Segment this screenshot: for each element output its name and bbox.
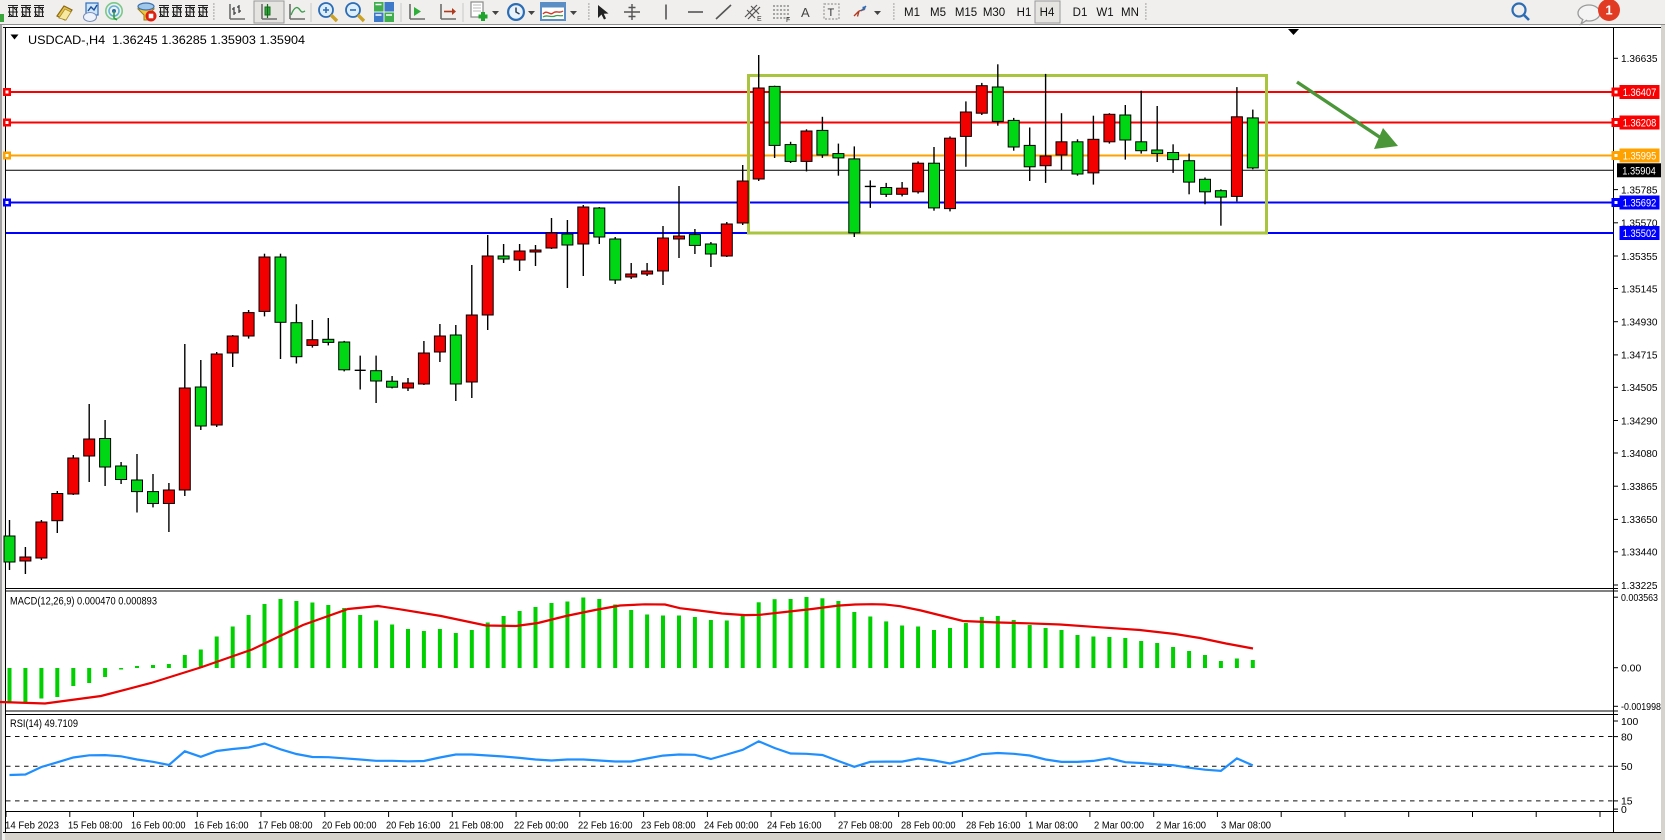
svg-text:1.34080: 1.34080 bbox=[1621, 449, 1658, 460]
svg-text:16 Feb 00:00: 16 Feb 00:00 bbox=[131, 821, 186, 832]
svg-text:1.35502: 1.35502 bbox=[1623, 228, 1657, 240]
svg-text:F: F bbox=[786, 17, 790, 24]
svg-text:100: 100 bbox=[1621, 717, 1639, 728]
svg-text:1.35785: 1.35785 bbox=[1621, 185, 1658, 196]
svg-text:1.35995: 1.35995 bbox=[1623, 151, 1657, 163]
svg-text:15 Feb 08:00: 15 Feb 08:00 bbox=[68, 821, 123, 832]
svg-text:80: 80 bbox=[1621, 732, 1633, 743]
svg-text:MACD(12,26,9) 0.000470 0.00089: MACD(12,26,9) 0.000470 0.000893 bbox=[10, 596, 157, 608]
svg-text:15: 15 bbox=[1621, 797, 1633, 808]
svg-text:1.34930: 1.34930 bbox=[1621, 318, 1658, 329]
svg-text:28 Feb 16:00: 28 Feb 16:00 bbox=[966, 821, 1021, 832]
svg-text:1.34715: 1.34715 bbox=[1621, 351, 1658, 362]
svg-text:22 Feb 16:00: 22 Feb 16:00 bbox=[578, 821, 633, 832]
svg-text:M30: M30 bbox=[983, 7, 1005, 19]
svg-text:1.34505: 1.34505 bbox=[1621, 383, 1658, 394]
svg-text:0.003563: 0.003563 bbox=[1621, 593, 1658, 604]
svg-text:50: 50 bbox=[1621, 762, 1633, 773]
svg-text:RSI(14) 49.7109: RSI(14) 49.7109 bbox=[10, 718, 78, 730]
svg-text:1.36208: 1.36208 bbox=[1623, 118, 1657, 130]
svg-text:-0.001998: -0.001998 bbox=[1621, 702, 1661, 713]
svg-text:17 Feb 08:00: 17 Feb 08:00 bbox=[258, 821, 313, 832]
svg-text:H1: H1 bbox=[1017, 7, 1032, 19]
svg-text:3 Mar 08:00: 3 Mar 08:00 bbox=[1221, 821, 1271, 832]
svg-text:1.36635: 1.36635 bbox=[1621, 54, 1658, 65]
svg-text:20 Feb 16:00: 20 Feb 16:00 bbox=[386, 821, 441, 832]
svg-text:1.33650: 1.33650 bbox=[1621, 515, 1658, 526]
svg-text:1.35355: 1.35355 bbox=[1621, 252, 1658, 263]
svg-text:M1: M1 bbox=[904, 7, 920, 19]
svg-text:28 Feb 00:00: 28 Feb 00:00 bbox=[901, 821, 956, 832]
svg-text:1.35570: 1.35570 bbox=[1621, 219, 1658, 230]
svg-text:M5: M5 bbox=[930, 7, 946, 19]
svg-text:16 Feb 16:00: 16 Feb 16:00 bbox=[194, 821, 249, 832]
svg-text:27 Feb 08:00: 27 Feb 08:00 bbox=[838, 821, 893, 832]
svg-text:22 Feb 00:00: 22 Feb 00:00 bbox=[514, 821, 569, 832]
svg-text:1.33225: 1.33225 bbox=[1621, 581, 1658, 592]
svg-text:2 Mar 16:00: 2 Mar 16:00 bbox=[1156, 821, 1206, 832]
svg-text:1: 1 bbox=[1605, 3, 1612, 18]
svg-text:W1: W1 bbox=[1096, 7, 1113, 19]
svg-text:1.35904: 1.35904 bbox=[1622, 165, 1656, 177]
svg-text:21 Feb 08:00: 21 Feb 08:00 bbox=[449, 821, 504, 832]
svg-text:24 Feb 16:00: 24 Feb 16:00 bbox=[767, 821, 822, 832]
svg-text:MN: MN bbox=[1121, 7, 1139, 19]
svg-text:USDCAD-,H4 1.36245 1.36285 1.: USDCAD-,H4 1.36245 1.36285 1.35903 1.359… bbox=[28, 33, 305, 47]
svg-text:1.36407: 1.36407 bbox=[1623, 87, 1657, 99]
svg-text:D1: D1 bbox=[1073, 7, 1088, 19]
svg-text:24 Feb 00:00: 24 Feb 00:00 bbox=[704, 821, 759, 832]
svg-text:E: E bbox=[757, 16, 762, 23]
svg-text:1.33865: 1.33865 bbox=[1621, 482, 1658, 493]
svg-text:23 Feb 08:00: 23 Feb 08:00 bbox=[641, 821, 696, 832]
svg-text:H4: H4 bbox=[1040, 7, 1055, 19]
svg-text:0: 0 bbox=[1621, 805, 1627, 816]
svg-text:0.00: 0.00 bbox=[1621, 664, 1641, 675]
svg-text:1.33440: 1.33440 bbox=[1621, 548, 1658, 559]
svg-text:A: A bbox=[801, 5, 810, 20]
svg-text:T: T bbox=[828, 7, 835, 19]
svg-text:14 Feb 2023: 14 Feb 2023 bbox=[5, 821, 59, 832]
svg-text:1 Mar 08:00: 1 Mar 08:00 bbox=[1028, 821, 1078, 832]
svg-text:2 Mar 00:00: 2 Mar 00:00 bbox=[1094, 821, 1144, 832]
svg-text:M15: M15 bbox=[955, 7, 977, 19]
svg-text:1.35692: 1.35692 bbox=[1623, 198, 1657, 210]
svg-text:20 Feb 00:00: 20 Feb 00:00 bbox=[322, 821, 377, 832]
svg-text:1.34290: 1.34290 bbox=[1621, 416, 1658, 427]
svg-text:1.35145: 1.35145 bbox=[1621, 284, 1658, 295]
